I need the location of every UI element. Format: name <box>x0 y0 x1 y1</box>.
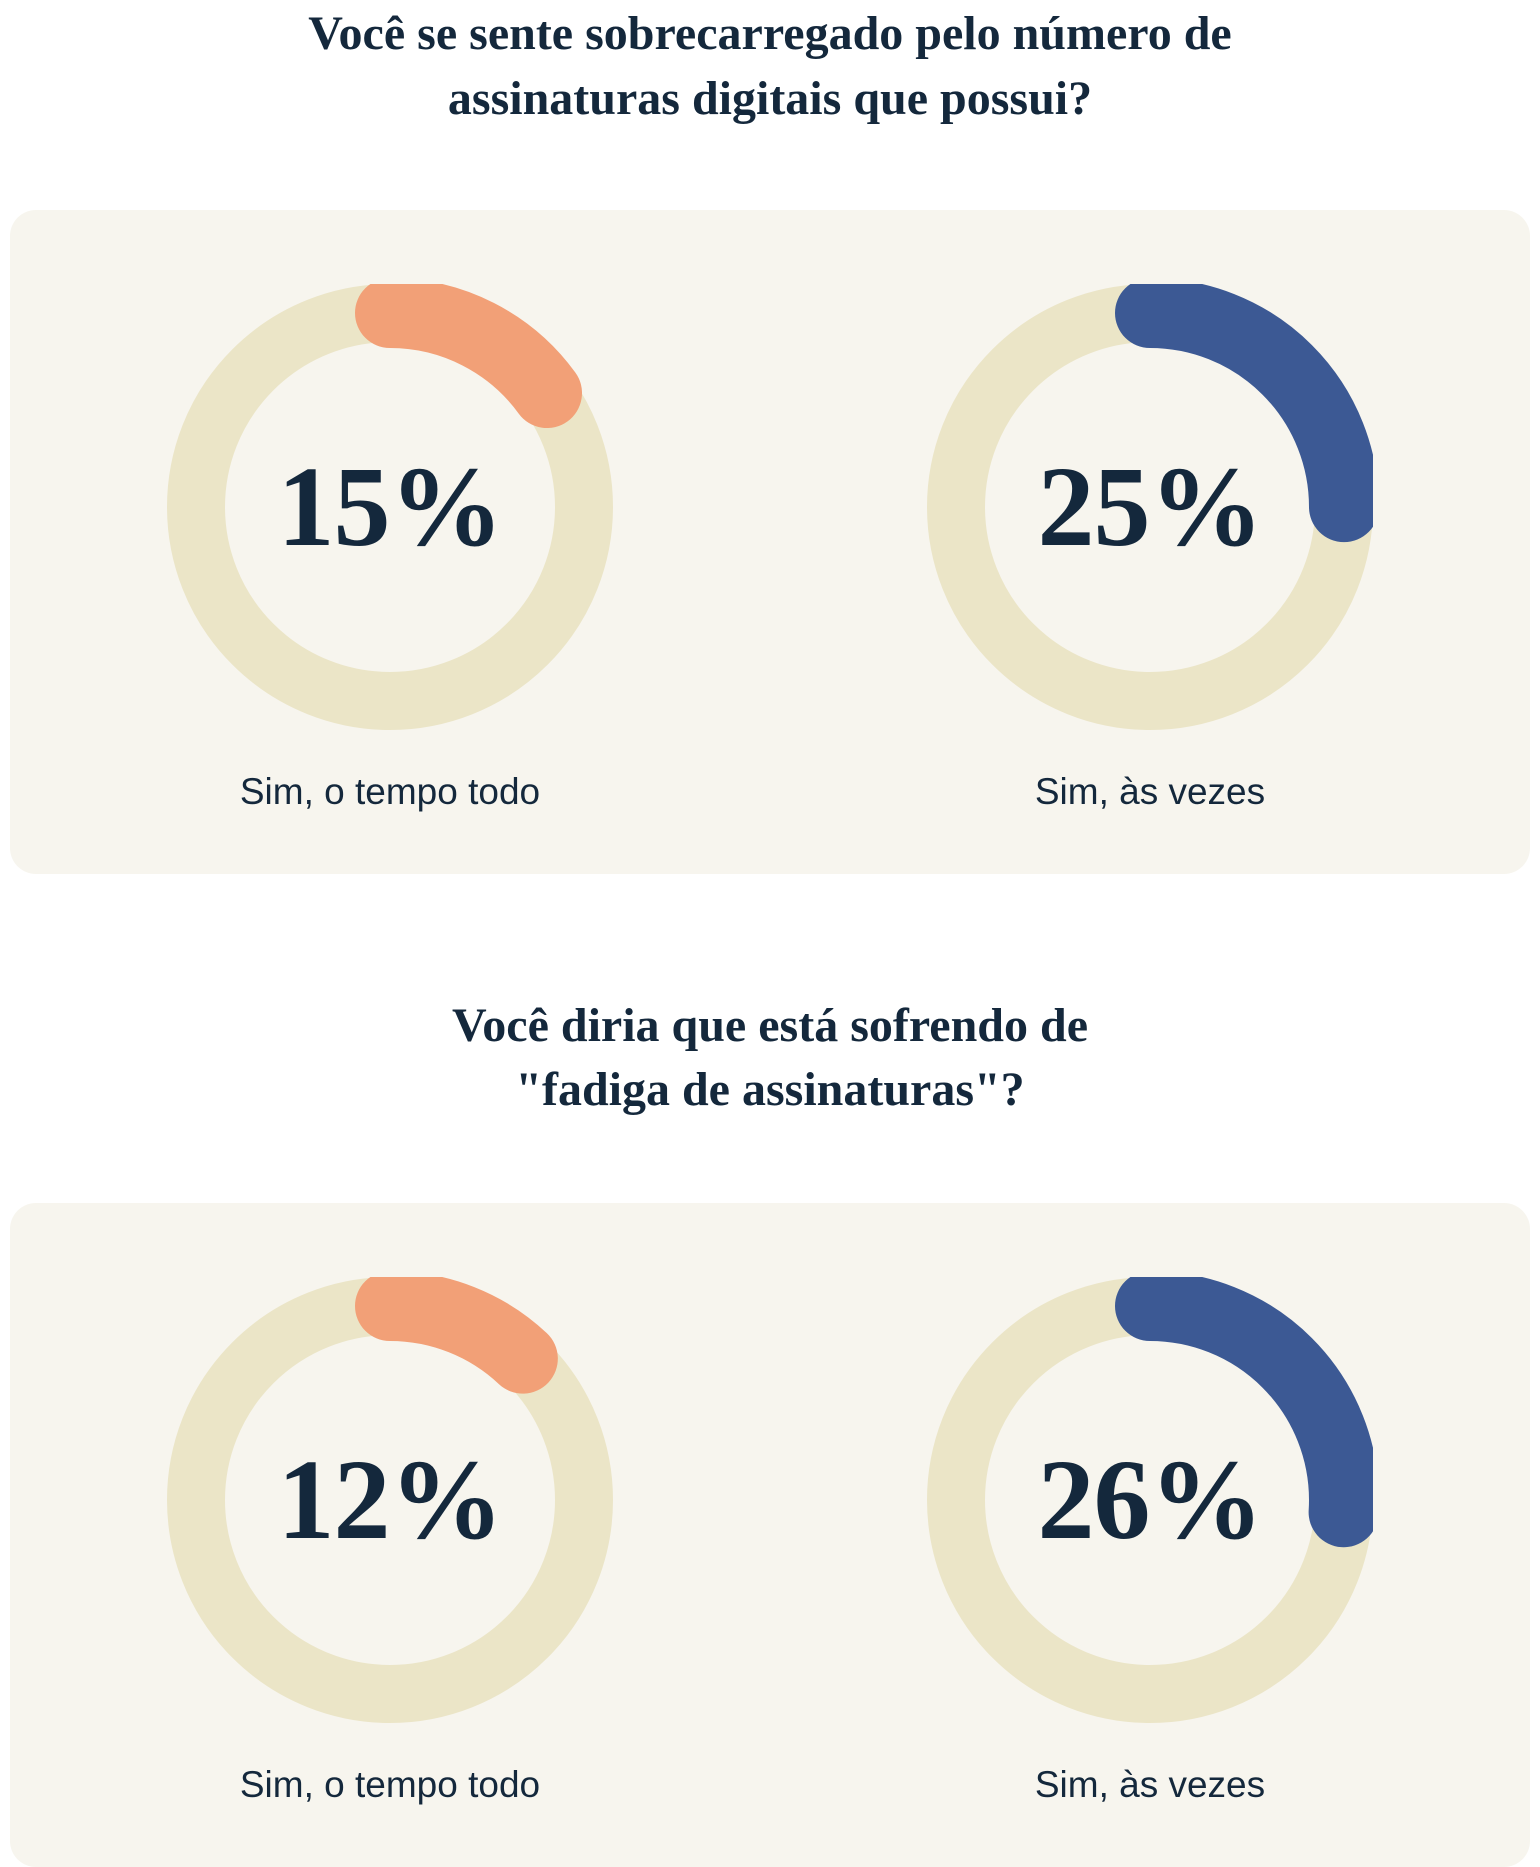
donut-label: Sim, o tempo todo <box>239 770 541 812</box>
donut-svg <box>927 1277 1373 1724</box>
question-title-2-line-2: "fadiga de assinaturas"? <box>515 1063 1025 1117</box>
donut-group-q1-all-the-time: 15% Sim, o tempo todo <box>10 283 770 874</box>
donut-chart-q2-all-the-time: 12% <box>167 1277 613 1724</box>
donut-svg <box>167 283 613 730</box>
donut-percentage: 12% <box>277 1436 504 1564</box>
question-title-1: Você se sente sobrecarregado pelo número… <box>0 0 1540 132</box>
donut-group-q1-sometimes: 25% Sim, às vezes <box>770 283 1530 874</box>
question-title-2-line-1: Você diria que está sofrendo de <box>452 998 1088 1052</box>
question-title-1-line-2: assinaturas digitais que possui? <box>447 71 1093 125</box>
donut-label: Sim, às vezes <box>1034 770 1266 812</box>
donut-svg <box>927 283 1373 730</box>
donut-group-q2-sometimes: 26% Sim, às vezes <box>770 1277 1530 1867</box>
donut-percentage: 25% <box>1037 442 1264 570</box>
donut-percentage: 15% <box>277 442 504 570</box>
donut-chart-q2-sometimes: 26% <box>927 1277 1373 1724</box>
donut-label: Sim, às vezes <box>1034 1764 1266 1806</box>
card-question-2: 12% Sim, o tempo todo 26% Sim, às vezes <box>10 1203 1530 1867</box>
donut-label: Sim, o tempo todo <box>239 1764 541 1806</box>
card-question-1: 15% Sim, o tempo todo 25% Sim, às vezes <box>10 209 1530 874</box>
donut-svg <box>167 1277 613 1724</box>
donut-value-arc <box>927 283 1373 730</box>
question-title-1-line-1: Você se sente sobrecarregado pelo número… <box>308 7 1232 60</box>
donut-group-q2-all-the-time: 12% Sim, o tempo todo <box>10 1277 770 1867</box>
question-title-2: Você diria que está sofrendo de "fadiga … <box>0 994 1540 1124</box>
donut-value-arc <box>167 1277 613 1724</box>
donut-chart-q1-all-the-time: 15% <box>167 283 613 730</box>
donut-value-arc <box>927 1277 1373 1724</box>
donut-percentage: 26% <box>1037 1436 1264 1564</box>
donut-chart-q1-sometimes: 25% <box>927 283 1373 730</box>
donut-value-arc <box>167 283 613 730</box>
